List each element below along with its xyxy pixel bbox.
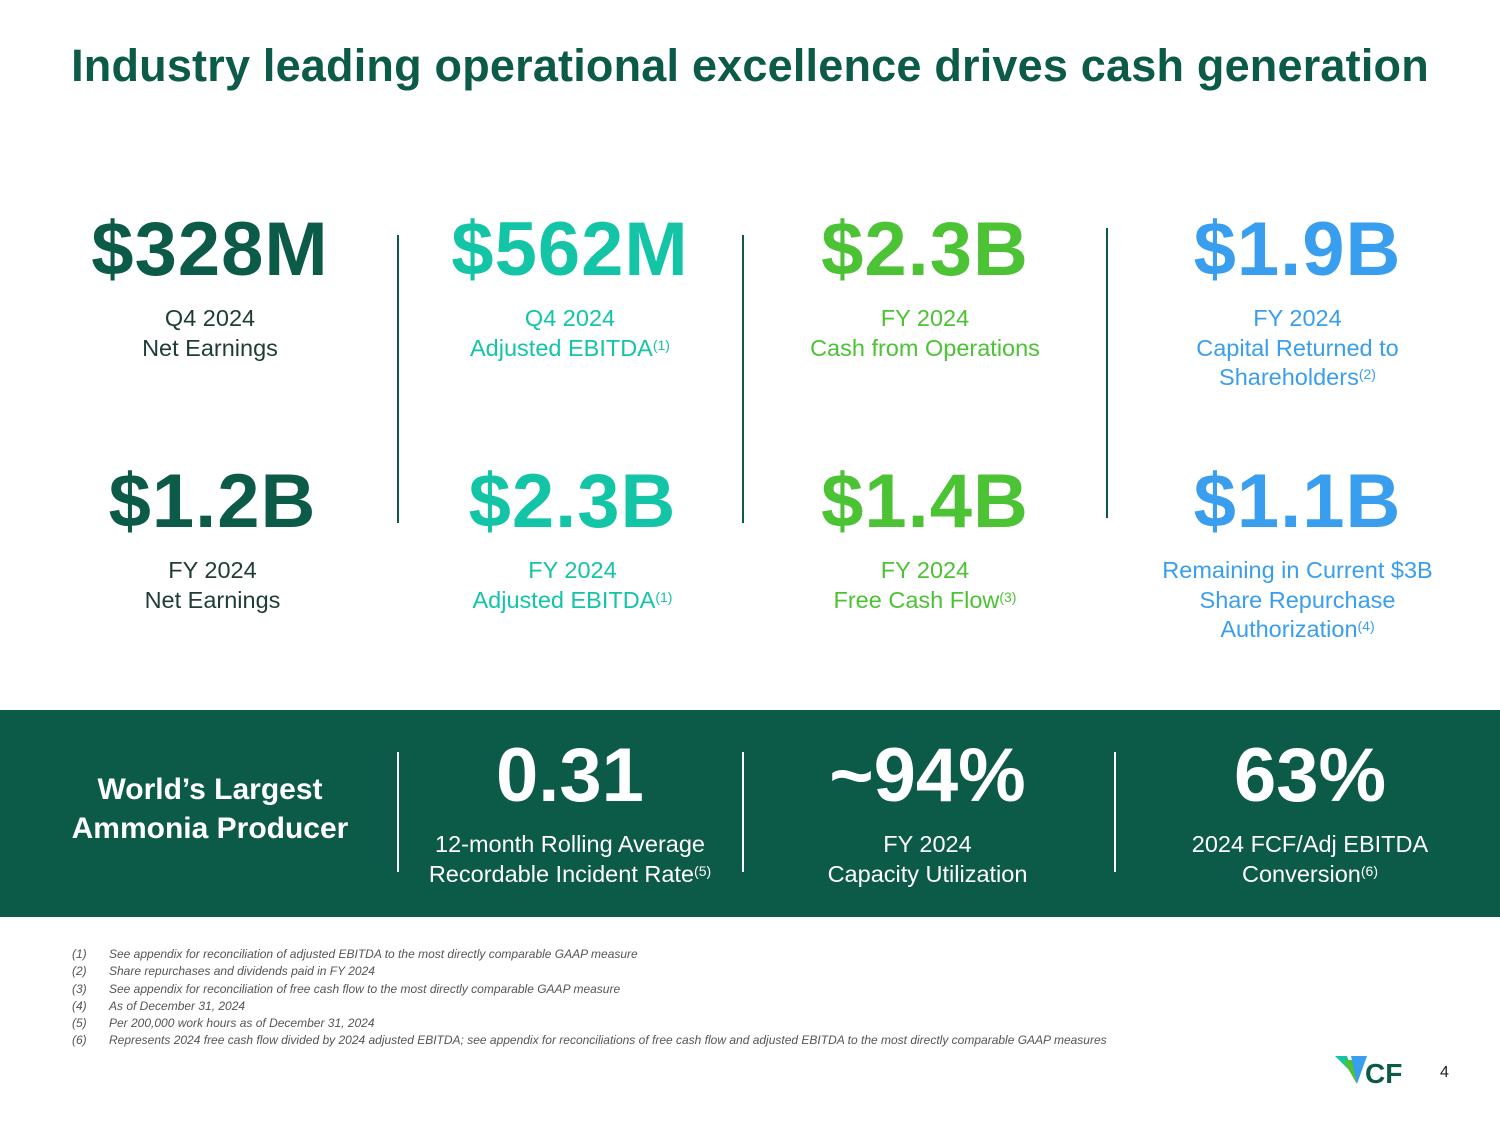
metric-value: 63% [1233, 733, 1387, 818]
metric-label: FY 2024 Capacity Utilization [827, 831, 1028, 887]
band-title: World’s Largest Ammonia Producer [71, 773, 349, 845]
page-title: Industry leading operational excellence … [71, 40, 1429, 91]
metric-label: FY 2024 Capital Returned to Shareholders(2… [1196, 305, 1399, 390]
metric-label: 2024 FCF/Adj EBITDA Conversion(6) [1191, 831, 1429, 887]
divider [397, 235, 399, 523]
metric-incident-rate: 0.31 12-month Rolling Average Recordable … [405, 738, 735, 889]
metric-value: $1.1B [1193, 459, 1402, 544]
footnote: (3) See appendix for reconciliation of fr… [72, 981, 621, 996]
metric-label: FY 2024 Net Earnings [144, 557, 281, 613]
metric-label: Q4 2024 Adjusted EBITDA(1) [470, 305, 670, 361]
metric-label: Q4 2024 Net Earnings [142, 305, 278, 361]
cf-logo: CF [1335, 1056, 1402, 1089]
metric-fy-free-cash-flow: $1.4B FY 2024 Free Cash Flow(3) [770, 464, 1080, 615]
metric-label: FY 2024 Cash from Operations [810, 305, 1040, 361]
highlight-band: World’s Largest Ammonia Producer 0.31 12-… [0, 710, 1500, 917]
divider [1114, 752, 1116, 872]
metric-q4-adjusted-ebitda: $562M Q4 2024 Adjusted EBITDA(1) [410, 212, 730, 363]
metric-value: $328M [91, 207, 329, 292]
logo-text: CF [1365, 1058, 1402, 1089]
metric-label: FY 2024 Adjusted EBITDA(1) [472, 557, 673, 613]
metric-fcf-conversion: 63% 2024 FCF/Adj EBITDA Conversion(6) [1150, 738, 1470, 889]
metric-value: $2.3B [468, 459, 677, 544]
footnote: (6) Represents 2024 free cash flow divide… [72, 1033, 1107, 1048]
metric-fy-net-earnings: $1.2B FY 2024 Net Earnings [60, 464, 365, 615]
metric-label: FY 2024 Free Cash Flow(3) [833, 557, 1017, 613]
divider [1106, 228, 1108, 518]
divider [742, 235, 744, 523]
footnote: (4) As of December 31, 2024 [72, 998, 246, 1013]
footnote: (2) Share repurchases and dividends paid … [72, 964, 375, 979]
metric-value: $1.9B [1193, 207, 1402, 292]
metric-value: $562M [451, 207, 689, 292]
metric-fy-capital-returned: $1.9B FY 2024 Capital Returned to Sharehol… [1140, 212, 1455, 393]
metric-capacity-utilization: ~94% FY 2024 Capacity Utilization [770, 738, 1085, 889]
metric-value: 0.31 [496, 733, 644, 818]
metric-fy-adjusted-ebitda: $2.3B FY 2024 Adjusted EBITDA(1) [410, 464, 735, 615]
metric-label: 12-month Rolling Average Recordable Incid… [428, 831, 712, 887]
divider [742, 752, 744, 872]
metric-q4-net-earnings: $328M Q4 2024 Net Earnings [60, 212, 360, 363]
metric-label: Remaining in Current $3B Share Repurchase… [1162, 557, 1433, 642]
page-number: 4 [1440, 1064, 1449, 1081]
metric-value: ~94% [829, 733, 1026, 818]
divider [397, 752, 399, 872]
footnote: (5) Per 200,000 work hours as of December… [72, 1016, 375, 1031]
footnotes: (1) See appendix for reconciliation of ad… [72, 946, 1272, 1050]
metric-fy-cash-from-operations: $2.3B FY 2024 Cash from Operations [770, 212, 1080, 363]
metric-value: $2.3B [821, 207, 1029, 292]
metric-value: $1.4B [821, 459, 1029, 544]
metric-value: $1.2B [108, 459, 317, 544]
metric-remaining-repurchase: $1.1B Remaining in Current $3B Share Repu… [1140, 464, 1455, 645]
footnote: (1) See appendix for reconciliation of ad… [72, 947, 638, 961]
